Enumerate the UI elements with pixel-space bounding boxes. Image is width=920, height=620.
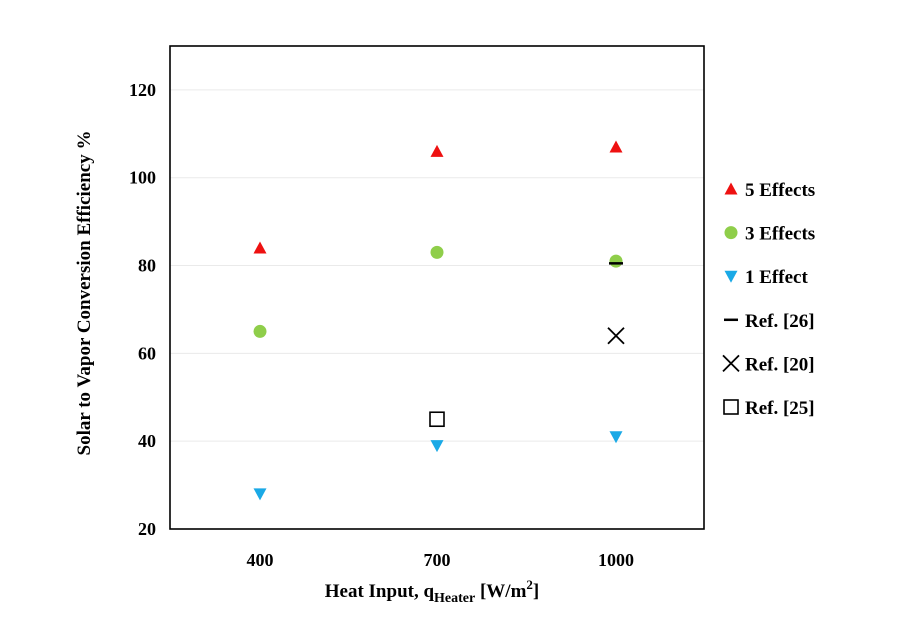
legend: 5 Effects 3 Effects 1 Effect Ref. [26] Ref. … (722, 180, 815, 419)
point-1-effect (253, 488, 267, 501)
legend-label-1-effect: 1 Effect (745, 267, 808, 288)
y-axis-title: Solar to Vapor Conversion Efficiency % (74, 131, 95, 456)
legend-marker-1-effect (724, 270, 738, 283)
point-ref-20 (607, 327, 625, 345)
x-tick-label: 1000 (598, 550, 634, 570)
point-ref-25 (429, 411, 445, 428)
point-5-effects (430, 144, 444, 157)
y-tick-label: 120 (129, 80, 156, 100)
point-3-effects (609, 254, 623, 268)
plot-area-frame (169, 45, 705, 530)
data-points (253, 140, 625, 501)
legend-marker-ref-20 (722, 354, 740, 373)
x-axis-title-unit: [W/m (475, 581, 526, 602)
legend-label-ref-25: Ref. [25] (745, 398, 815, 419)
legend-marker-3-effects (724, 226, 738, 240)
y-tick-label: 20 (138, 519, 156, 539)
legend-label-3-effects: 3 Effects (745, 224, 815, 245)
x-axis-title-subscript: Heater (434, 591, 475, 606)
point-5-effects (253, 241, 267, 254)
legend-label-5-effects: 5 Effects (745, 180, 815, 201)
point-3-effects (430, 245, 444, 259)
x-axis-title-superscript: 2 (526, 577, 533, 592)
x-axis-title-unit-end: ] (533, 581, 539, 602)
x-axis-title: Heat Input, qHeater [W/m2] (325, 577, 540, 606)
x-axis-title-main: Heat Input, q (325, 581, 435, 602)
y-tick-label: 100 (129, 168, 156, 188)
x-tick-label: 400 (247, 550, 274, 570)
legend-marker-ref-25 (723, 399, 739, 415)
x-tick-labels: 400 700 1000 (247, 550, 635, 570)
x-tick-label: 700 (424, 550, 451, 570)
legend-label-ref-26: Ref. [26] (745, 311, 815, 332)
point-3-effects (253, 324, 267, 338)
legend-label-ref-20: Ref. [20] (745, 354, 815, 375)
point-1-effect (430, 440, 444, 453)
y-tick-label: 40 (138, 431, 156, 451)
point-5-effects (609, 140, 623, 153)
y-tick-label: 60 (138, 343, 156, 363)
legend-marker-5-effects (724, 182, 738, 195)
y-tick-label: 80 (138, 256, 156, 276)
y-tick-labels: 20 40 60 80 100 120 (129, 80, 156, 539)
point-1-effect (609, 431, 623, 444)
